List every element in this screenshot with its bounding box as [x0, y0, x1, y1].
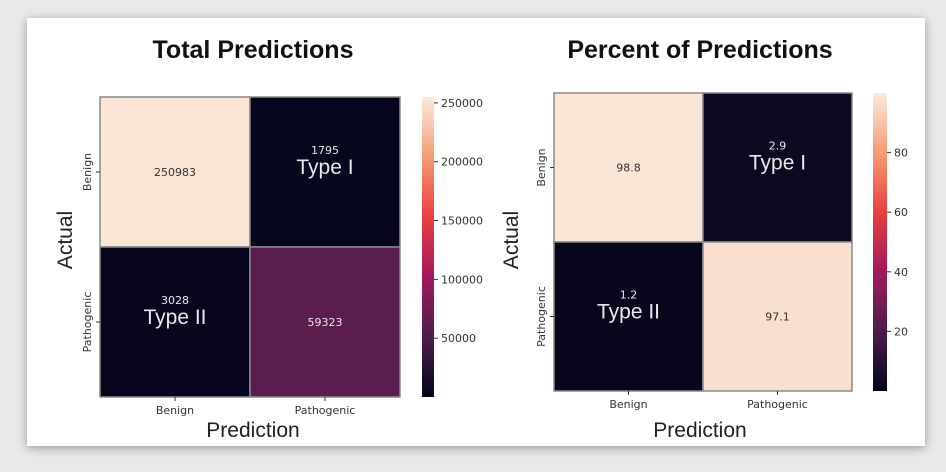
axis-ticks: Benign Pathogenic Benign Pathogenic	[535, 148, 808, 411]
cell-value-label: 1795	[311, 144, 339, 157]
colorbar-tick-label: 50000	[441, 332, 476, 345]
panel-percent-predictions: Percent of Predictions Actual Prediction…	[500, 36, 908, 442]
cell-value-label: 98.8	[616, 162, 641, 175]
cell-value-label: 59323	[308, 316, 343, 329]
cell-value-label: 2.9	[769, 140, 787, 153]
y-axis-label: Actual	[500, 211, 523, 269]
colorbar-tick-label: 20	[894, 325, 908, 338]
colorbar: 50000 100000 150000 200000 250000	[422, 97, 483, 397]
chart-title: Total Predictions	[153, 36, 354, 64]
colorbar-gradient	[422, 97, 434, 397]
cell-value-label: 250983	[154, 166, 196, 179]
colorbar-tick-label: 200000	[441, 156, 483, 169]
colorbar: 20 40 60 80	[873, 93, 908, 391]
chart-title: Percent of Predictions	[567, 36, 832, 64]
x-tick-label: Benign	[609, 398, 647, 411]
figure-card: Total Predictions Actual Prediction 2509…	[27, 18, 925, 446]
x-tick-label: Benign	[156, 404, 194, 417]
y-tick-label: Pathogenic	[81, 292, 94, 353]
heatmap-cell	[553, 92, 704, 243]
colorbar-gradient	[873, 93, 887, 391]
x-tick-label: Pathogenic	[747, 398, 808, 411]
colorbar-tick-label: 40	[894, 266, 908, 279]
heatmap-cell	[553, 241, 704, 392]
colorbar-tick-label: 100000	[441, 273, 483, 286]
cell-annotation-label: Type II	[143, 306, 206, 329]
colorbar-tick-label: 80	[894, 147, 908, 160]
axis-ticks: Benign Pathogenic Benign Pathogenic	[81, 153, 355, 417]
panel-total-predictions: Total Predictions Actual Prediction 2509…	[54, 36, 483, 442]
y-tick-label: Benign	[535, 148, 548, 186]
x-axis-label: Prediction	[206, 419, 299, 442]
confusion-matrices-figure: Total Predictions Actual Prediction 2509…	[54, 36, 908, 442]
y-tick-label: Pathogenic	[535, 286, 548, 347]
cell-annotation-label: Type I	[749, 152, 806, 175]
heatmap-cell	[249, 96, 401, 248]
heatmap-cell	[99, 96, 251, 248]
cell-value-label: 3028	[161, 294, 189, 307]
y-tick-label: Benign	[81, 153, 94, 191]
cell-annotation-label: Type I	[296, 156, 353, 179]
cell-value-label: 1.2	[620, 289, 638, 302]
x-axis-label: Prediction	[653, 419, 746, 442]
heatmap-cell	[702, 241, 853, 392]
heatmap-cell	[249, 246, 401, 398]
y-axis-label: Actual	[54, 211, 77, 269]
colorbar-tick-label: 150000	[441, 215, 483, 228]
x-tick-label: Pathogenic	[295, 404, 356, 417]
cell-annotation-label: Type II	[597, 301, 660, 324]
colorbar-tick-label: 250000	[441, 97, 483, 110]
colorbar-tick-label: 60	[894, 206, 908, 219]
cell-value-label: 97.1	[765, 311, 790, 324]
